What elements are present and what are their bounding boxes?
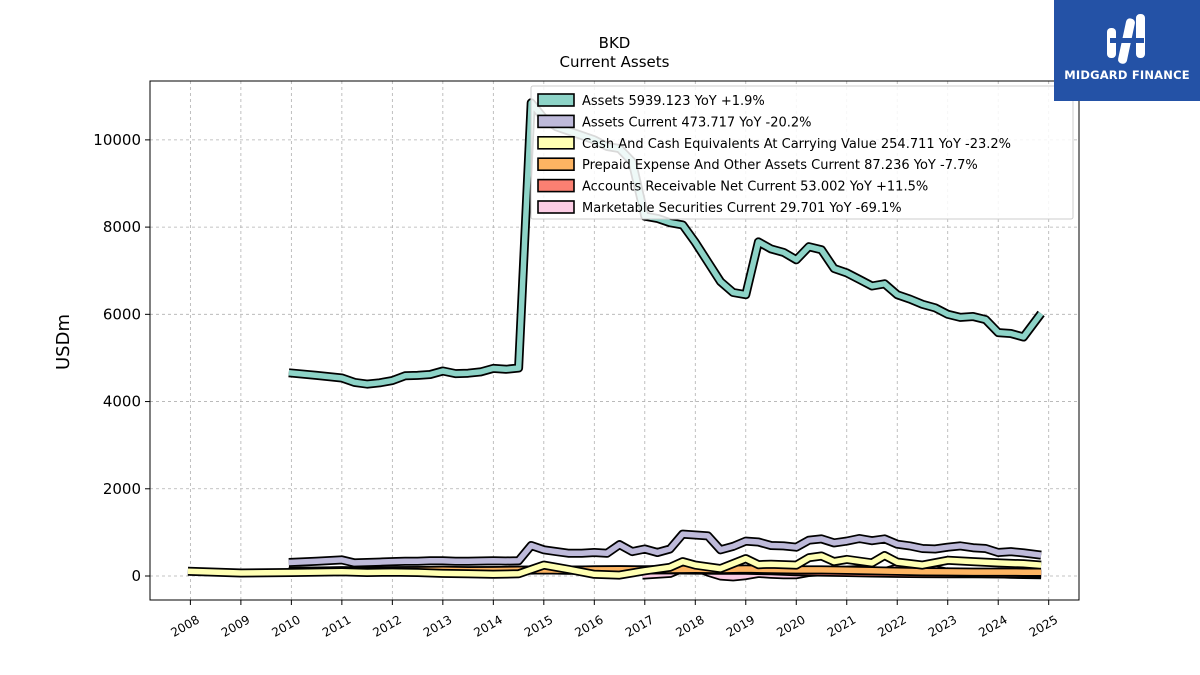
y-tick-label: 4000 (103, 393, 141, 411)
legend-item: Assets 5939.123 YoY +1.9% (537, 93, 765, 109)
legend-label: Prepaid Expense And Other Assets Current… (582, 158, 978, 173)
legend-swatch (537, 200, 575, 214)
legend-label: Assets 5939.123 YoY +1.9% (582, 94, 765, 109)
brand-logo: MIDGARD FINANCE (1054, 0, 1200, 101)
series-cash-and-cash-equivalents-at-carrying-value (187, 551, 1042, 580)
x-tick-label: 2012 (370, 612, 403, 639)
x-tick-label: 2017 (623, 612, 656, 639)
y-axis: 0 2000 4000 6000 8000 10000 (93, 131, 150, 585)
legend-item: Prepaid Expense And Other Assets Current… (537, 157, 978, 173)
legend-label: Accounts Receivable Net Current 53.002 Y… (582, 180, 928, 195)
y-tick-label: 10000 (93, 131, 141, 149)
legend-swatch (537, 178, 575, 193)
legend-item: Marketable Securities Current 29.701 YoY… (537, 200, 902, 216)
legend-swatch (537, 136, 575, 150)
x-tick-label: 2021 (825, 612, 858, 639)
chart-subtitle: Current Assets (560, 53, 670, 71)
x-tick-label: 2014 (471, 612, 504, 639)
y-tick-label: 2000 (103, 480, 141, 498)
x-tick-label: 2011 (320, 612, 353, 639)
y-tick-label: 0 (131, 567, 141, 585)
legend-swatch (537, 157, 575, 171)
series-assets-current (288, 529, 1042, 568)
legend-item: Accounts Receivable Net Current 53.002 Y… (537, 178, 928, 195)
midgard-logo-icon (1107, 14, 1145, 64)
brand-name: MIDGARD FINANCE (1064, 68, 1190, 82)
y-tick-label: 6000 (103, 305, 141, 323)
x-tick-label: 2016 (572, 612, 605, 639)
x-tick-label: 2019 (724, 612, 757, 639)
x-tick-label: 2018 (673, 612, 706, 639)
x-tick-label: 2020 (774, 612, 807, 639)
legend-box (530, 85, 1074, 220)
legend-item: Assets Current 473.717 YoY -20.2% (537, 114, 812, 130)
x-tick-label: 2025 (1027, 612, 1060, 639)
legend-label: Assets Current 473.717 YoY -20.2% (582, 115, 812, 130)
x-tick-label: 2022 (875, 612, 908, 639)
legend-label: Cash And Cash Equivalents At Carrying Va… (582, 137, 1011, 152)
x-tick-label: 2015 (522, 612, 555, 639)
series-lines (187, 98, 1045, 582)
series-line (187, 552, 1042, 578)
x-tick-label: 2008 (168, 612, 201, 639)
y-tick-label: 8000 (103, 218, 141, 236)
x-tick-label: 2009 (219, 612, 252, 639)
x-axis: 2008 2009 2010 2011 2012 2013 2014 2015 2016 2017… (168, 600, 1060, 640)
series-assets (288, 98, 1045, 389)
x-tick-label: 2013 (421, 612, 454, 639)
legend: Assets 5939.123 YoY +1.9% Assets Current … (530, 85, 1074, 220)
series-line (288, 100, 1044, 387)
x-tick-label: 2010 (269, 612, 302, 639)
legend-swatch (537, 114, 575, 129)
legend-item: Cash And Cash Equivalents At Carrying Va… (537, 136, 1011, 152)
legend-label: Marketable Securities Current 29.701 YoY… (582, 201, 902, 216)
x-tick-label: 2023 (926, 612, 959, 639)
legend-swatch (537, 93, 575, 107)
plot-frame (149, 80, 1080, 601)
x-tick-label: 2024 (976, 612, 1009, 639)
series-line (288, 531, 1042, 566)
y-axis-label: USDm (53, 314, 74, 370)
chart-title: BKD (599, 34, 631, 52)
